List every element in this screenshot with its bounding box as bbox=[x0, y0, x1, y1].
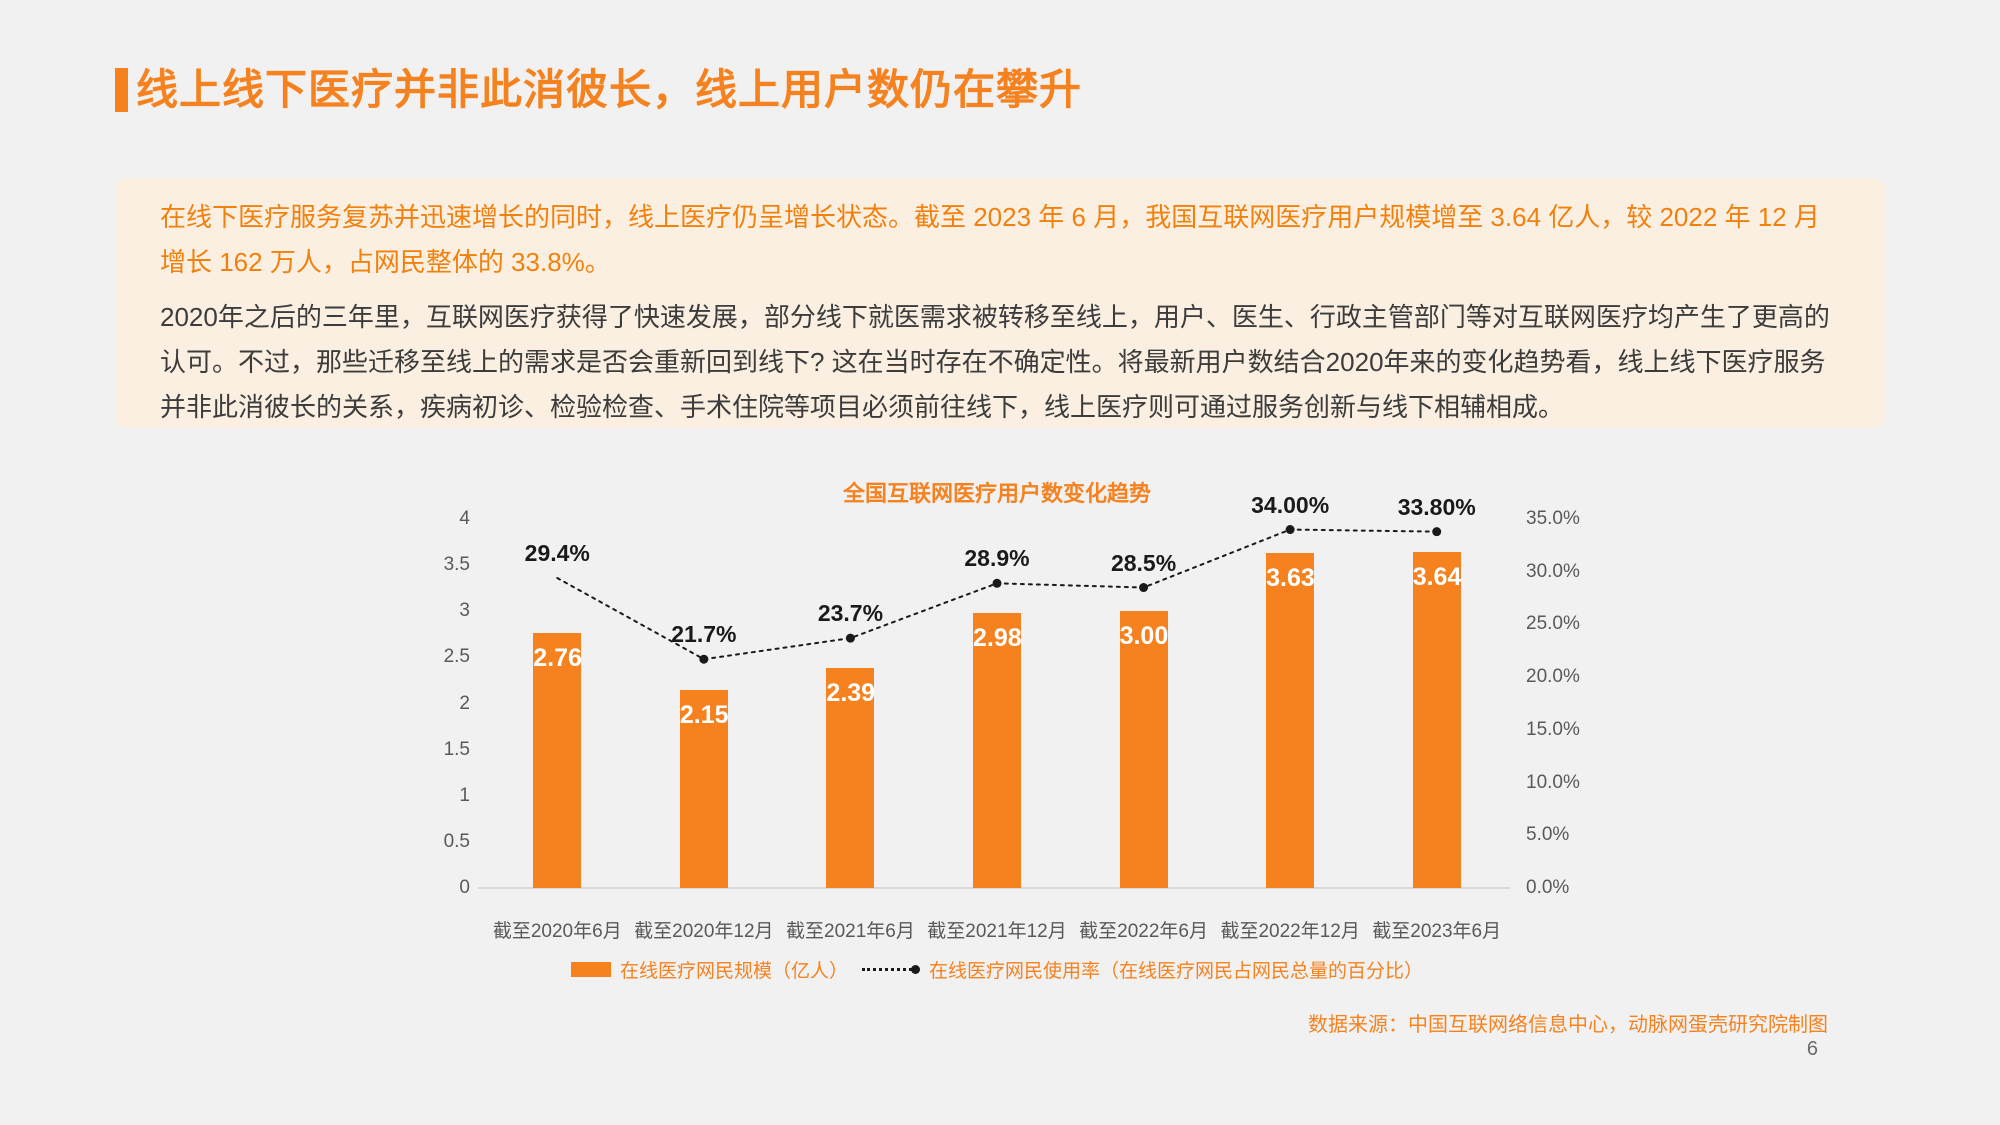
left-axis-tick-label: 1 bbox=[459, 784, 470, 806]
bar-截至2023年6月: 3.64 bbox=[1412, 552, 1462, 888]
x-axis-line bbox=[478, 887, 1510, 889]
bar-截至2022年6月: 3.00 bbox=[1119, 611, 1169, 888]
line-value-label: 28.5% bbox=[1110, 549, 1177, 576]
summary-note-box: 在线下医疗服务复苏并迅速增长的同时，线上医疗仍呈增长状态。截至 2023 年 6… bbox=[115, 178, 1885, 428]
right-axis-tick-label: 20.0% bbox=[1526, 666, 1580, 688]
chart-plot-area: 4 3.5 3 2.5 2 1.5 1 0.5 0 35.0% 30.0% 25.0% 20.0% 15.… bbox=[444, 492, 1580, 942]
bar-value-label: 3.64 bbox=[1412, 563, 1462, 592]
line-value-label: 21.7% bbox=[671, 621, 737, 648]
page-number: 6 bbox=[1806, 1038, 1818, 1060]
chart-title: 全国互联网医疗用户数变化趋势 bbox=[842, 481, 1151, 506]
bar-截至2021年12月: 2.98 bbox=[973, 613, 1022, 888]
left-axis-tick-label: 4 bbox=[459, 508, 470, 529]
left-axis-tick-label: 0.5 bbox=[443, 830, 470, 852]
usage-rate-line bbox=[556, 525, 1442, 664]
x-axis-category-label: 截至2023年6月 bbox=[1372, 921, 1502, 942]
bar-value-label: 2.98 bbox=[973, 624, 1022, 653]
line-marker-icon bbox=[845, 633, 855, 643]
chart-legend: 在线医疗网民规模（亿人） 在线医疗网民使用率（在线医疗网民占网民总量的百分比） bbox=[484, 956, 1510, 983]
body-paragraph: 2020年之后的三年里，互联网医疗获得了快速发展，部分线下就医需求被转移至线上，… bbox=[160, 302, 1830, 422]
line-marker-icon bbox=[1285, 525, 1295, 535]
left-axis-tick-label: 1.5 bbox=[443, 738, 470, 760]
line-value-label: 23.7% bbox=[817, 600, 884, 627]
bar-截至2022年12月: 3.63 bbox=[1266, 553, 1315, 888]
bar-value-label: 2.76 bbox=[533, 644, 582, 673]
page-title: 线上线下医疗并非此消彼长，线上用户数仍在攀升 bbox=[136, 66, 1083, 113]
right-axis-tick-label: 10.0% bbox=[1526, 771, 1580, 793]
data-source-note: 数据来源：中国互联网络信息中心，动脉网蛋壳研究院制图 bbox=[1308, 1014, 1828, 1036]
left-axis-tick-label: 3.5 bbox=[443, 554, 470, 576]
right-axis-tick-label: 0.0% bbox=[1526, 877, 1570, 898]
left-axis-tick-label: 3 bbox=[459, 600, 470, 622]
bar-value-label: 3.63 bbox=[1266, 564, 1315, 593]
bar-截至2020年6月: 2.76 bbox=[533, 633, 582, 888]
x-axis-category-label: 截至2022年6月 bbox=[1079, 921, 1208, 942]
x-axis-category-label: 截至2020年6月 bbox=[492, 921, 622, 942]
line-value-label: 29.4% bbox=[524, 540, 590, 567]
bar-value-label: 3.00 bbox=[1119, 622, 1169, 651]
legend-item-line: 在线医疗网民使用率（在线医疗网民占网民总量的百分比） bbox=[862, 956, 1423, 983]
x-axis-category-label: 截至2021年6月 bbox=[786, 921, 915, 942]
bar-截至2020年12月: 2.15 bbox=[679, 689, 729, 888]
highlight-paragraph: 在线下医疗服务复苏并迅速增长的同时，线上医疗仍呈增长状态。截至 2023 年 6… bbox=[160, 202, 1820, 277]
x-axis-category-label: 截至2021年12月 bbox=[927, 921, 1067, 942]
right-axis-tick-label: 5.0% bbox=[1526, 824, 1570, 846]
line-value-label: 34.00% bbox=[1251, 491, 1330, 518]
bar-截至2021年6月: 2.39 bbox=[826, 667, 876, 888]
left-axis-tick-label: 2 bbox=[459, 692, 470, 714]
right-axis-tick-label: 35.0% bbox=[1526, 508, 1580, 529]
x-axis-category-label: 截至2022年12月 bbox=[1220, 921, 1360, 942]
line-marker-icon bbox=[1432, 527, 1442, 537]
legend-bar-label: 在线医疗网民规模（亿人） bbox=[619, 961, 848, 982]
line-series-swatch-icon bbox=[862, 965, 920, 974]
bar-value-label: 2.39 bbox=[826, 678, 876, 707]
line-value-label: 28.9% bbox=[964, 545, 1030, 572]
bar-series-swatch-icon bbox=[570, 962, 611, 977]
line-value-label: 33.80% bbox=[1397, 493, 1476, 520]
line-marker-icon bbox=[992, 578, 1002, 588]
right-axis-tick-label: 15.0% bbox=[1526, 718, 1580, 740]
x-axis-category-label: 截至2020年12月 bbox=[634, 921, 774, 942]
right-axis-tick-label: 25.0% bbox=[1526, 613, 1580, 635]
line-marker-icon bbox=[1139, 583, 1149, 593]
title-accent-bar bbox=[115, 68, 128, 112]
right-axis-tick-label: 30.0% bbox=[1526, 560, 1580, 582]
header: 线上线下医疗并非此消彼长，线上用户数仍在攀升 bbox=[115, 66, 1082, 114]
legend-item-bar: 在线医疗网民规模（亿人） bbox=[570, 956, 848, 983]
left-axis-tick-label: 0 bbox=[459, 877, 470, 898]
line-marker-icon bbox=[699, 654, 709, 664]
legend-line-label: 在线医疗网民使用率（在线医疗网民占网民总量的百分比） bbox=[929, 961, 1424, 982]
left-axis-tick-label: 2.5 bbox=[443, 646, 470, 668]
bar-value-label: 2.15 bbox=[679, 700, 729, 729]
